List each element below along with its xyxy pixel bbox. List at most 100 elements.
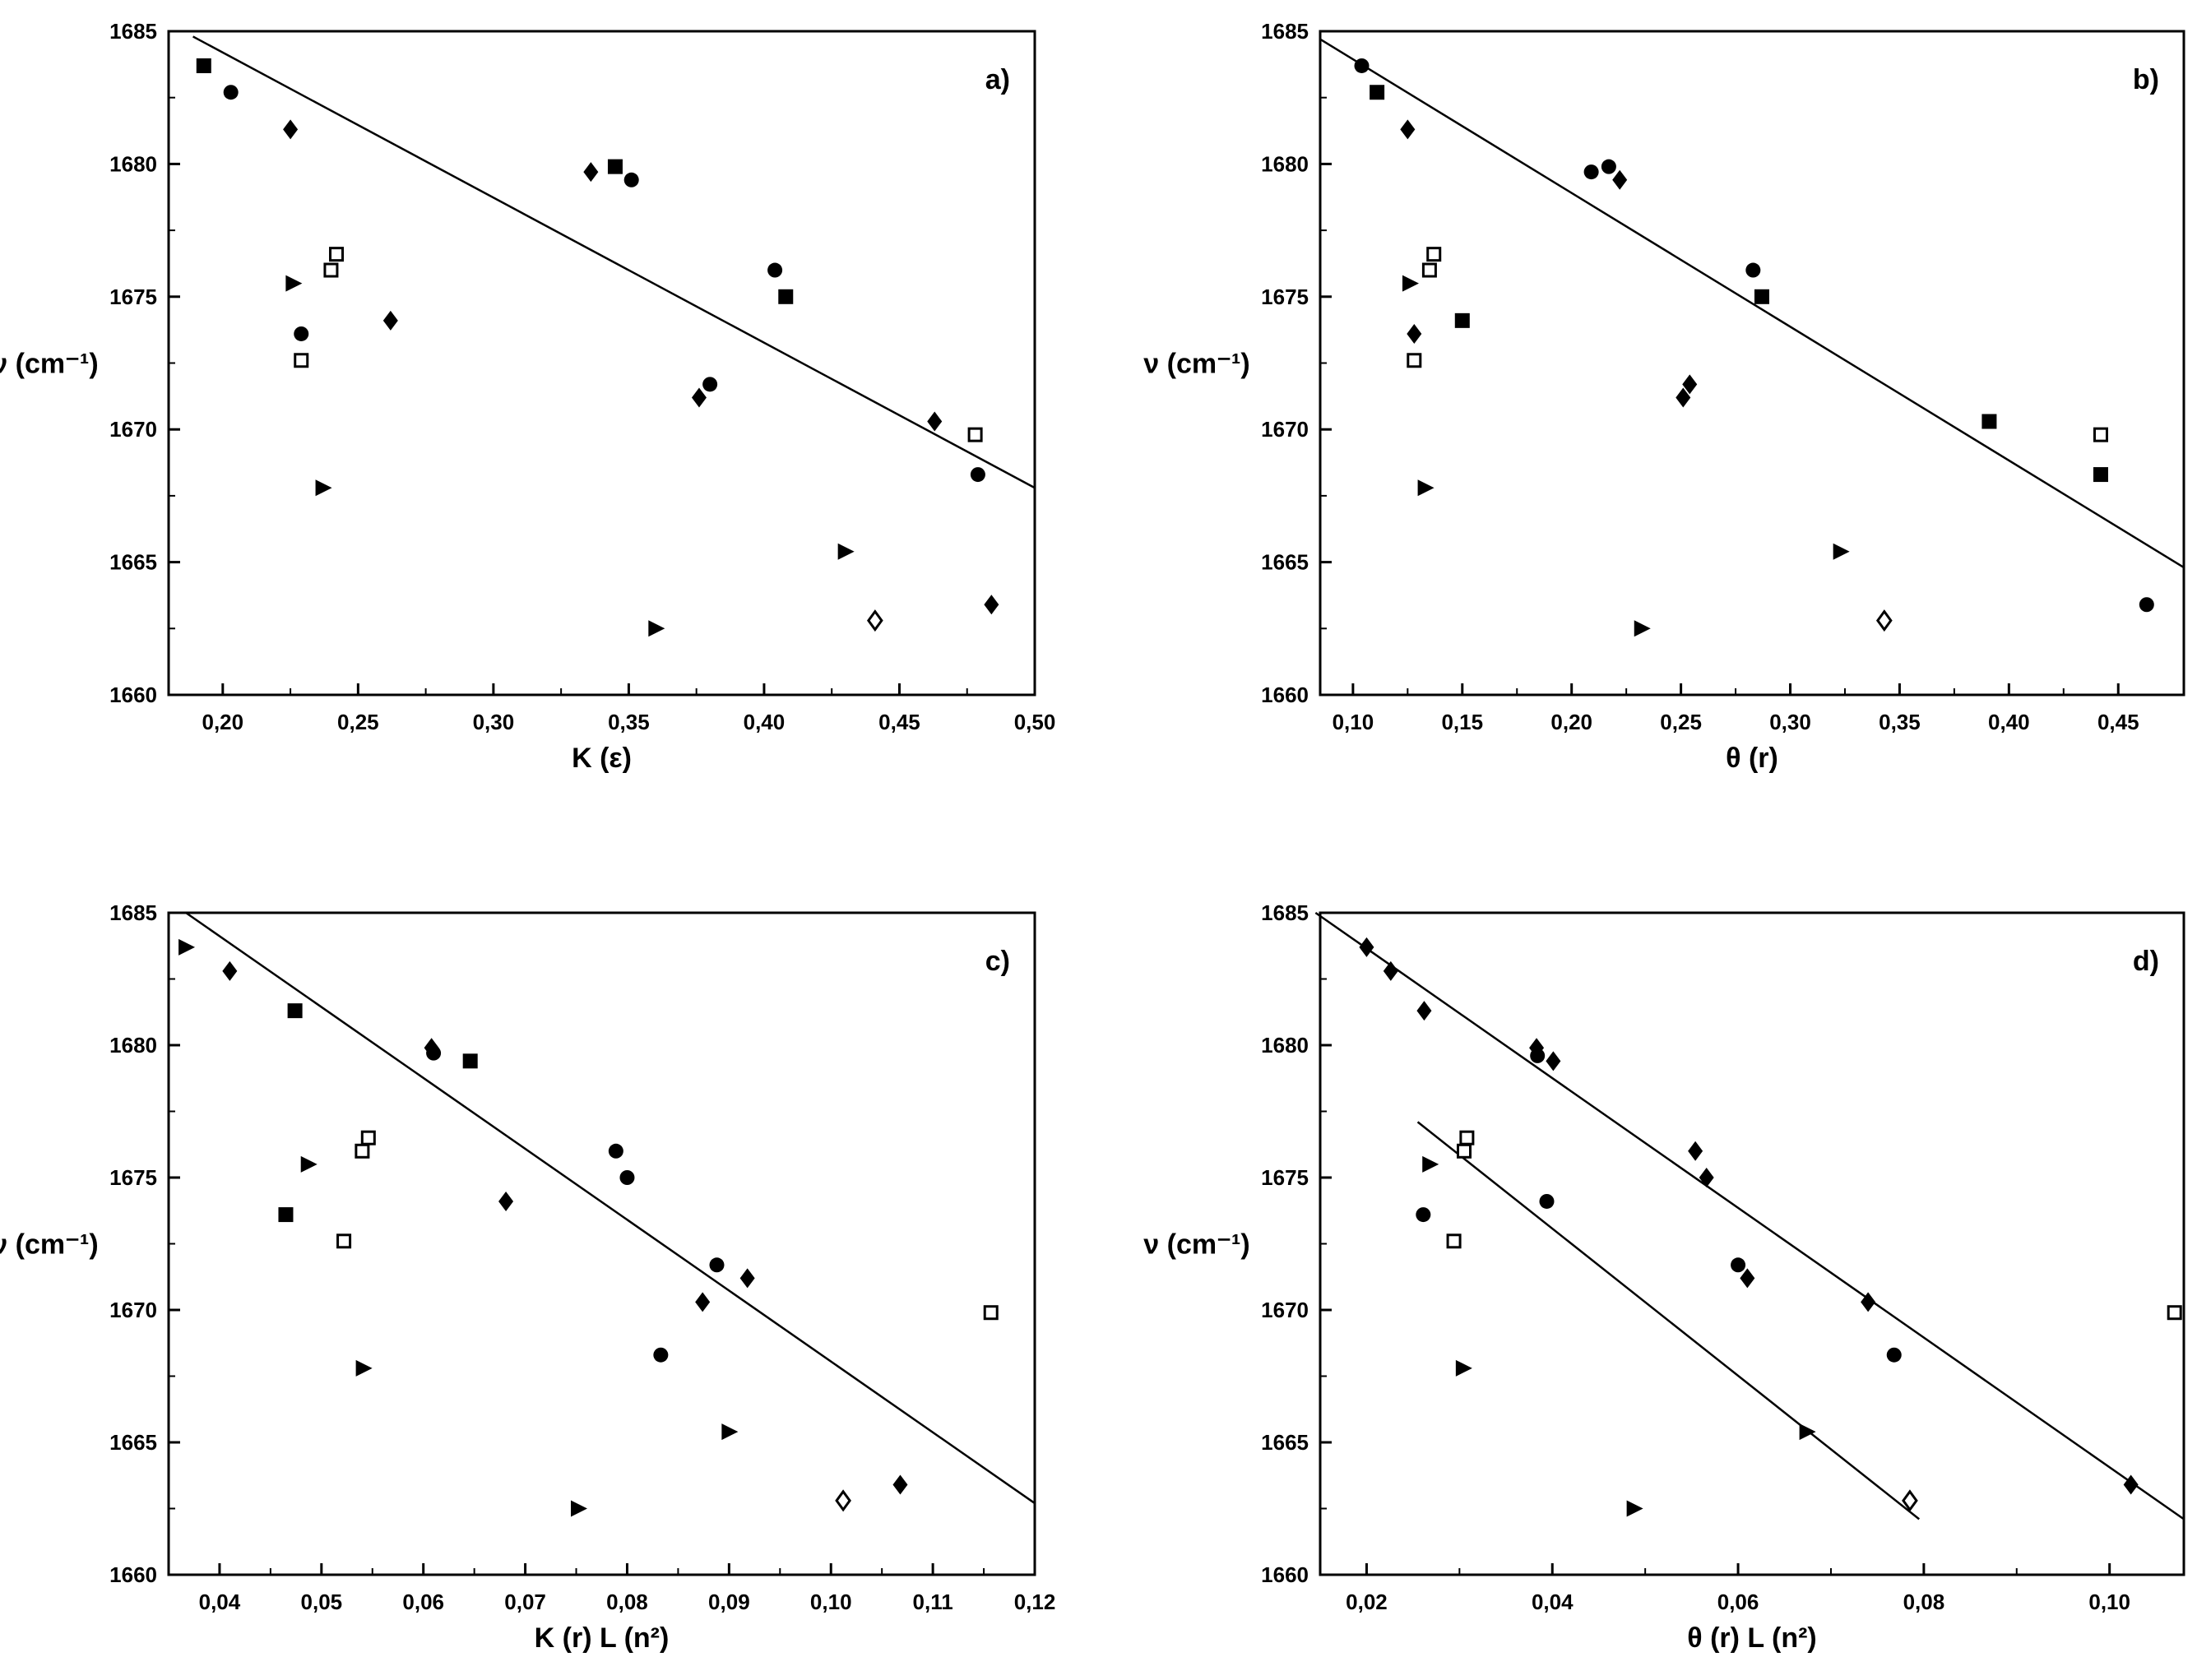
y-axis-title: ν (cm⁻¹) (0, 349, 99, 380)
x-tick-label: 0,30 (473, 710, 515, 734)
data-point-circle (223, 85, 239, 100)
x-axis-title: K (ε) (572, 743, 632, 774)
x-tick-label: 0,02 (1346, 1590, 1388, 1614)
data-point-triangle (1626, 1500, 1643, 1517)
x-tick-label: 0,25 (1660, 710, 1702, 734)
data-point-open-square (1426, 247, 1442, 262)
data-point-open-square (294, 353, 309, 368)
x-tick-label: 0,08 (606, 1590, 648, 1614)
data-point-diamond (1400, 119, 1416, 140)
data-point-triangle (178, 938, 196, 956)
data-point-circle (2139, 597, 2154, 613)
data-point-diamond (283, 119, 299, 140)
y-tick-label: 1675 (1261, 1165, 1309, 1190)
y-tick-label: 1680 (109, 1033, 157, 1058)
regression-line (1314, 911, 2185, 1520)
data-point-open-square (1459, 1130, 1475, 1145)
y-axis-title: ν (cm⁻¹) (0, 1229, 99, 1261)
x-tick-label: 0,10 (1333, 710, 1374, 734)
regression-line (1416, 1121, 1921, 1520)
x-tick-label: 0,20 (202, 710, 244, 734)
y-tick-label: 1680 (109, 151, 157, 176)
y-tick-label: 1685 (1261, 900, 1309, 925)
y-tick-label: 1685 (109, 900, 157, 925)
data-point-circle (426, 1045, 442, 1061)
data-point-circle (1601, 159, 1616, 174)
data-point-square (287, 1003, 303, 1019)
data-point-open-square (1407, 353, 1422, 368)
data-point-circle (1416, 1207, 1431, 1223)
x-tick-label: 0,09 (708, 1590, 750, 1614)
data-point-triangle (315, 479, 332, 497)
data-point-square (1454, 312, 1470, 328)
data-point-open-square (2093, 427, 2108, 442)
data-point-circle (970, 467, 985, 483)
x-tick-label: 0,08 (1903, 1590, 1945, 1614)
x-tick-label: 0,12 (1014, 1590, 1056, 1614)
data-point-diamond (1359, 937, 1374, 957)
data-point-circle (619, 1170, 635, 1185)
data-point-diamond (1861, 1292, 1876, 1312)
y-tick-label: 1685 (1261, 19, 1309, 44)
y-tick-label: 1670 (109, 1298, 157, 1322)
data-point-diamond (1416, 1001, 1432, 1021)
x-tick-label: 0,06 (1717, 1590, 1759, 1614)
y-tick-label: 1660 (1261, 1562, 1309, 1587)
data-point-diamond (739, 1268, 755, 1289)
regression-line (1319, 38, 2185, 569)
data-point-triangle (285, 275, 303, 292)
data-point-open-square (967, 427, 983, 442)
data-point-square (778, 289, 794, 304)
data-point-diamond (695, 1292, 711, 1312)
x-axis-title: K (r) L (n²) (535, 1622, 670, 1654)
data-point-diamond (1688, 1141, 1703, 1161)
y-tick-label: 1665 (1261, 550, 1309, 575)
data-point-circle (608, 1143, 623, 1159)
y-tick-label: 1670 (109, 417, 157, 442)
y-axis-title: ν (cm⁻¹) (1143, 349, 1249, 380)
x-tick-label: 0,20 (1550, 710, 1592, 734)
data-point-square (196, 58, 211, 73)
data-point-triangle (1402, 275, 1419, 292)
x-tick-label: 0,35 (608, 710, 650, 734)
x-axis-title: θ (r) (1726, 743, 1778, 774)
data-point-diamond (1612, 169, 1628, 190)
x-tick-label: 0,04 (1532, 1590, 1574, 1614)
y-tick-label: 1675 (109, 1165, 157, 1190)
data-point-open-square (2167, 1305, 2182, 1321)
data-point-circle (709, 1257, 725, 1273)
panel-d: 1660 1665 1670 1675 1680 1685 0,02 0,04 0,06 0,08… (1143, 900, 2185, 1654)
data-point-triangle (1417, 479, 1435, 497)
data-point-open-diamond (866, 609, 883, 632)
y-tick-label: 1670 (1261, 417, 1309, 442)
x-tick-label: 0,07 (504, 1590, 546, 1614)
data-point-square (607, 159, 623, 174)
data-point-triangle (648, 620, 665, 637)
data-point-diamond (984, 595, 999, 615)
data-point-circle (623, 172, 639, 187)
data-point-square (1370, 85, 1385, 100)
panel-label: a) (985, 64, 1010, 95)
data-point-square (1981, 414, 1997, 429)
panel-a: 1660 1665 1670 1675 1680 1685 0,20 0,25 0,30 0,35… (0, 19, 1055, 774)
data-point-circle (702, 377, 718, 392)
data-point-diamond (1407, 323, 1422, 344)
data-point-diamond (382, 310, 398, 331)
data-point-circle (1583, 164, 1599, 180)
data-point-diamond (1699, 1168, 1714, 1187)
data-point-circle (1886, 1347, 1902, 1363)
panel-label: b) (2133, 64, 2159, 95)
data-point-diamond (583, 162, 599, 183)
data-point-circle (1745, 262, 1761, 278)
x-tick-label: 0,05 (301, 1590, 343, 1614)
data-point-diamond (1682, 374, 1698, 395)
panel-label: d) (2133, 946, 2159, 977)
data-point-square (1754, 289, 1769, 304)
data-point-diamond (691, 387, 707, 408)
data-point-open-diamond (1875, 609, 1893, 632)
data-point-triangle (837, 543, 855, 560)
x-tick-label: 0,50 (1014, 710, 1056, 734)
data-point-open-square (323, 262, 339, 278)
x-tick-label: 0,45 (878, 710, 920, 734)
